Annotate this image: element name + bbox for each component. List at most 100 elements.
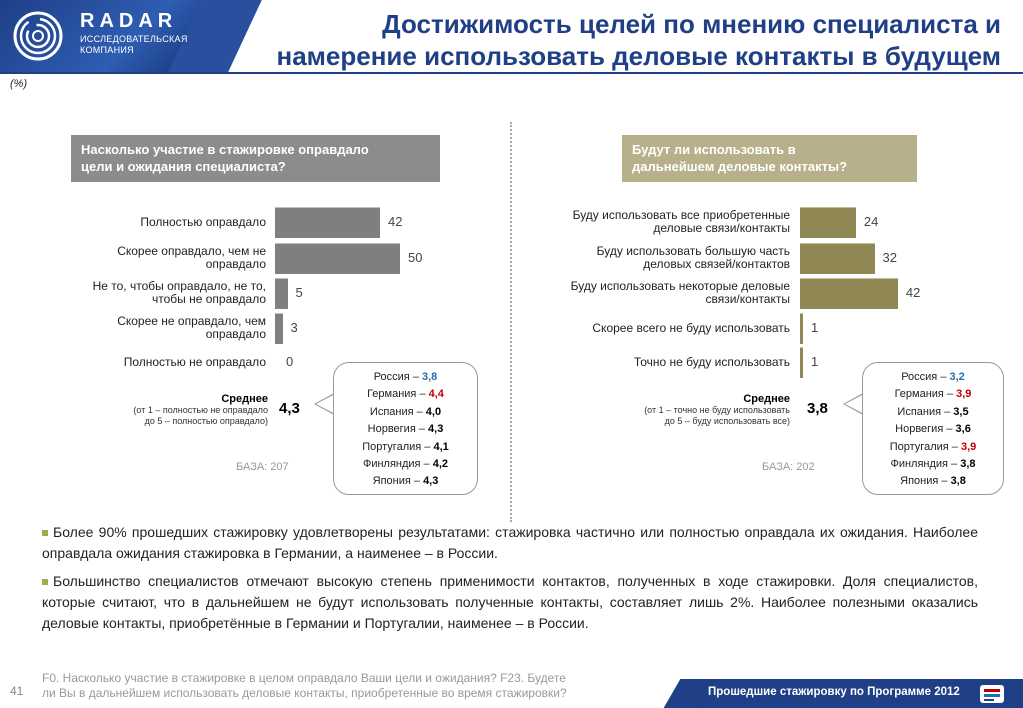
country-name: Испания – <box>897 405 954 418</box>
country-name: Германия – <box>367 388 429 401</box>
bar <box>275 313 283 344</box>
country-score: Япония – 4,3 <box>334 473 477 490</box>
country-score: Португалия – 4,1 <box>334 439 477 456</box>
category-label-line: оправдало <box>205 257 266 271</box>
bar-value-label: 50 <box>408 250 423 265</box>
category-label-line: Буду использовать все приобретенные <box>572 208 790 222</box>
country-value: 3,9 <box>960 440 977 453</box>
bar-value-label: 3 <box>290 320 298 335</box>
bar-value-label: 42 <box>905 285 921 300</box>
average-note: (от 1 – точно не буду использовать <box>644 405 790 415</box>
country-score: Германия – 3,9 <box>863 386 1003 403</box>
bar <box>800 243 875 274</box>
brand-subtitle-line: КОМПАНИЯ <box>80 45 134 55</box>
footnote-line: F0. Насколько участие в стажировке в цел… <box>42 671 566 685</box>
country-score: Россия – 3,8 <box>334 369 477 386</box>
bullet-square-icon <box>42 530 48 537</box>
country-score: Финляндия – 4,2 <box>334 456 477 473</box>
bar-value-label: 1 <box>811 320 819 335</box>
country-value: 3,8 <box>422 371 438 383</box>
country-value: 4,3 <box>423 475 439 488</box>
category-label-line: деловые связи/контакты <box>653 221 790 235</box>
country-name: Германия – <box>894 388 957 401</box>
category-label-line: связи/контакты <box>705 292 790 306</box>
unit-note: (%) <box>10 78 28 90</box>
country-value: 3,5 <box>953 405 969 418</box>
summary-text: Более 90% прошедших стажировку удовлетво… <box>42 524 978 561</box>
category-label-line: Буду использовать большую часть <box>596 244 790 258</box>
bar <box>800 313 803 344</box>
country-name: Португалия – <box>362 440 434 453</box>
category-label-line: Скорее не оправдало, чем <box>117 314 266 328</box>
radar-logo-icon <box>13 11 63 61</box>
right-base: БАЗА: 202 <box>762 461 815 473</box>
category-label-line: Полностью оправдало <box>140 214 266 229</box>
bar-value-label: 0 <box>286 354 294 369</box>
footnote-line: ли Вы в дальнейшем использовать деловые … <box>42 686 567 700</box>
bar <box>275 278 288 309</box>
average-label-title: Среднее <box>743 393 790 405</box>
country-name: Испания – <box>369 405 426 418</box>
summary-paragraph: Большинство специалистов отмечают высоку… <box>42 571 978 634</box>
country-value: 4,2 <box>432 458 449 471</box>
category-label-line: Скорее оправдало, чем не <box>117 244 266 258</box>
bar-value-label: 1 <box>811 354 819 369</box>
right-average-value: 3,8 <box>807 400 828 417</box>
country-value: 4,1 <box>433 440 449 453</box>
category-label-line: Скорее всего не буду использовать <box>592 320 790 335</box>
category-label: Полностью оправдало <box>51 214 266 229</box>
bar <box>800 207 856 238</box>
bar <box>275 243 400 274</box>
country-name: Норвегия – <box>895 423 956 436</box>
right-question-line: Будут ли использовать в <box>632 142 796 157</box>
country-name: Финляндия – <box>362 458 433 471</box>
bar <box>275 207 380 238</box>
category-label-line: Не то, чтобы оправдало, не то, <box>92 279 266 293</box>
left-average-label: Среднее (от 1 – полностью не оправдало д… <box>70 394 268 427</box>
right-question-box: Будут ли использовать в дальнейшем делов… <box>622 135 917 182</box>
category-label-line: оправдало <box>205 327 266 341</box>
country-value: 3,8 <box>950 475 966 488</box>
category-label-line: деловых связей/контактов <box>643 257 790 271</box>
program-emblem-icon <box>980 685 1004 703</box>
bullet-square-icon <box>42 579 48 586</box>
category-label-line: Точно не буду использовать <box>633 354 790 369</box>
category-label: Полностью не оправдало <box>51 354 266 369</box>
section-divider <box>510 122 512 522</box>
country-score: Финляндия – 3,8 <box>863 456 1003 473</box>
country-name: Норвегия – <box>367 423 429 436</box>
summary-paragraph: Более 90% прошедших стажировку удовлетво… <box>42 522 978 564</box>
country-value: 3,2 <box>949 371 965 383</box>
page-title: Достижимость целей по мнению специалиста… <box>241 8 1001 72</box>
category-label: Скорее не оправдало, чем оправдало <box>51 315 266 341</box>
category-label-line: Полностью не оправдало <box>123 354 266 369</box>
country-score: Норвегия – 3,6 <box>863 421 1003 438</box>
category-label-line: Буду использовать некоторые деловые <box>570 279 790 293</box>
logo-band <box>0 0 215 72</box>
bar-value-label: 32 <box>882 250 898 265</box>
average-note: до 5 – буду использовать все) <box>664 416 790 426</box>
brand-subtitle-line: ИССЛЕДОВАТЕЛЬСКАЯ <box>80 34 188 44</box>
country-name: Россия – <box>901 371 950 383</box>
country-score: Португалия – 3,9 <box>863 439 1003 456</box>
average-label-title: Среднее <box>221 393 268 405</box>
country-value: 3,9 <box>956 388 972 401</box>
right-country-bubble: Россия – 3,2 Германия – 3,9 Испания – 3,5 Н… <box>862 362 1004 495</box>
left-question-box: Насколько участие в стажировке оправдало… <box>71 135 440 182</box>
brand-name: RADAR <box>80 10 178 32</box>
header-rule <box>0 72 1023 74</box>
left-bubble-tail <box>314 392 337 416</box>
right-question-line: дальнейшем деловые контакты? <box>632 159 848 174</box>
category-label: Буду использовать некоторые деловые связи… <box>530 280 790 306</box>
category-label-line: чтобы не оправдало <box>152 292 266 306</box>
country-value: 4,0 <box>425 405 442 418</box>
average-note: до 5 – полностью оправдало) <box>144 416 268 426</box>
left-question-line: цели и ожидания специалиста? <box>81 159 286 174</box>
footer-band: Прошедшие стажировку по Программе 2012 <box>690 679 1023 708</box>
left-base: БАЗА: 207 <box>236 461 289 473</box>
right-bubble-tail <box>843 392 866 416</box>
bar-value-label: 42 <box>388 214 403 229</box>
summary-text: Большинство специалистов отмечают высоку… <box>42 573 978 631</box>
page-number: 41 <box>10 684 24 698</box>
footnote: F0. Насколько участие в стажировке в цел… <box>42 671 632 701</box>
